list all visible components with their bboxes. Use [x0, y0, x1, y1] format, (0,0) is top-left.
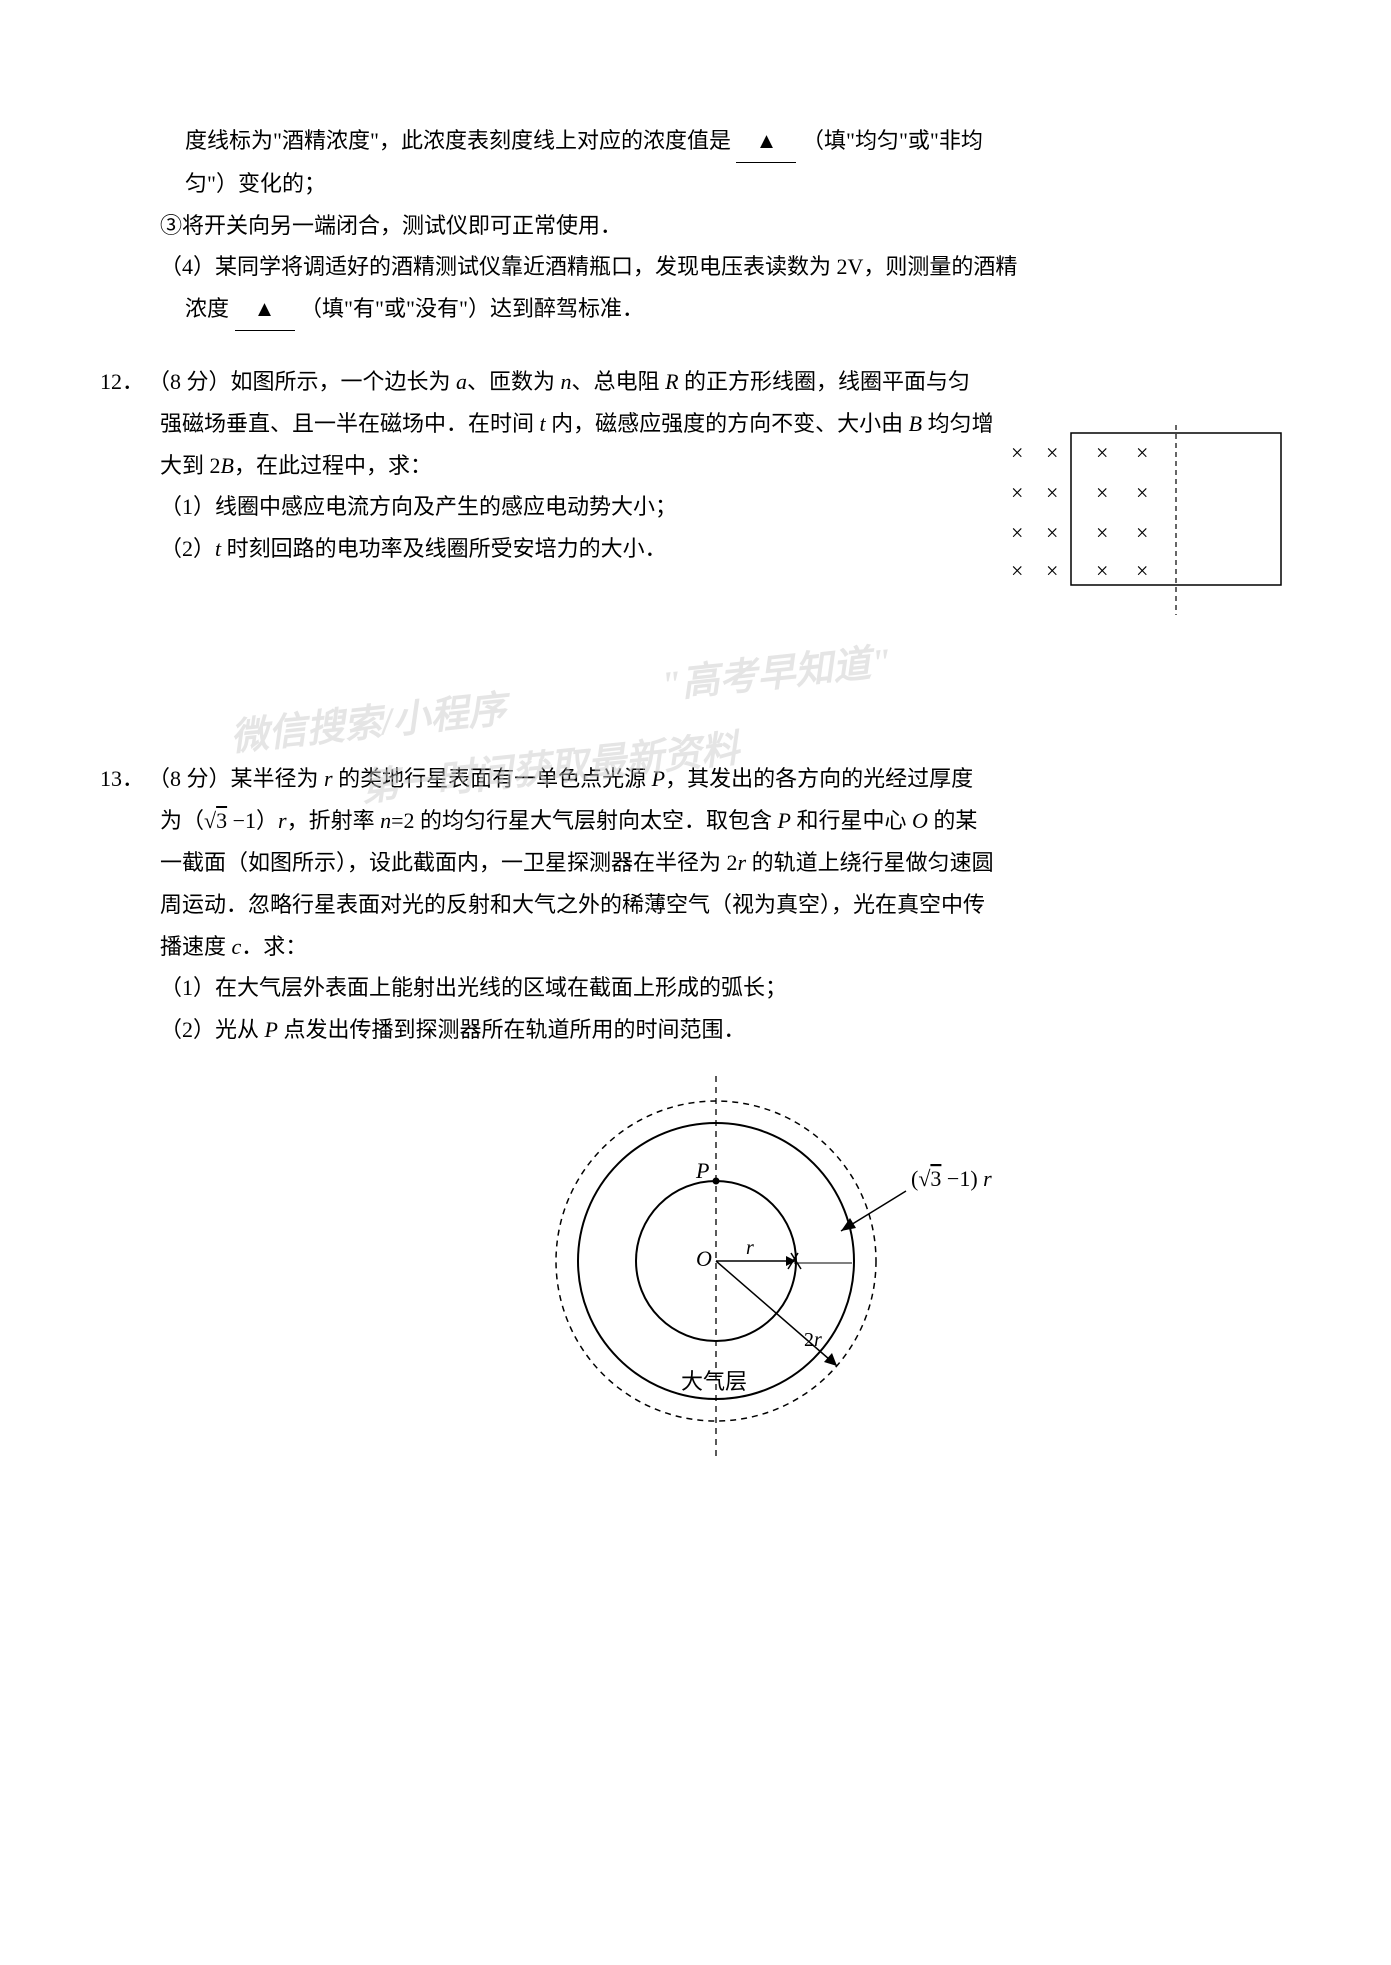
q11-line1: 度线标为"酒精浓度"，此浓度表刻度线上对应的浓度值是 ▲ （填"均匀"或"非均: [100, 120, 1291, 163]
q13-line2: 为（√3 −1）r，折射率 n=2 的均匀行星大气层射向太空．取包含 P 和行星…: [100, 800, 1291, 842]
q11-text-1: 度线标为"酒精浓度"，此浓度表刻度线上对应的浓度值是: [185, 128, 731, 153]
q11-part4-prefix: 浓度: [185, 296, 229, 321]
q13-line1: 13．（8 分）某半径为 r 的类地行星表面有一单色点光源 P，其发出的各方向的…: [100, 758, 1291, 800]
svg-text:×: ×: [1011, 440, 1023, 465]
question-12: 12．（8 分）如图所示，一个边长为 a、匝数为 n、总电阻 R 的正方形线圈，…: [100, 361, 1291, 638]
q12-intro-text-1: 如图所示，一个边长为 a、匝数为 n、总电阻 R 的正方形线圈，线圈平面与匀: [231, 369, 971, 394]
point-p-dot: [712, 1177, 719, 1184]
blank-fill: ▲: [736, 120, 796, 163]
q12-circuit-diagram: × × × × × × × × × × × × × × × ×: [951, 415, 1291, 639]
svg-text:×: ×: [1136, 440, 1148, 465]
svg-text:×: ×: [1011, 558, 1023, 583]
svg-text:×: ×: [1046, 520, 1058, 545]
svg-text:×: ×: [1136, 480, 1148, 505]
question-number: 12．: [100, 361, 148, 403]
svg-text:×: ×: [1046, 558, 1058, 583]
label-atmosphere: 大气层: [681, 1369, 747, 1394]
q11-text-2: （填"均匀"或"非均: [802, 128, 983, 153]
q12-sub2: （2）t 时刻回路的电功率及线圈所受安培力的大小．: [100, 528, 931, 570]
q12-intro-line3: 大到 2B，在此过程中，求：: [100, 445, 931, 487]
svg-text:×: ×: [1096, 440, 1108, 465]
q11-line2: 匀"）变化的；: [100, 163, 1291, 205]
blank-fill-2: ▲: [235, 288, 295, 331]
question-11-continuation: 度线标为"酒精浓度"，此浓度表刻度线上对应的浓度值是 ▲ （填"均匀"或"非均 …: [100, 120, 1291, 331]
question-number-13: 13．: [100, 758, 148, 800]
q12-sub1: （1）线圈中感应电流方向及产生的感应电动势大小；: [100, 486, 931, 528]
svg-text:×: ×: [1096, 480, 1108, 505]
q13-sub1: （1）在大气层外表面上能射出光线的区域在截面上形成的弧长；: [100, 967, 1291, 1009]
triangle-marker-2: ▲: [254, 296, 276, 321]
q11-circle3: ③将开关向另一端闭合，测试仪即可正常使用．: [100, 205, 1291, 247]
points-label: （8 分）: [148, 369, 231, 394]
svg-text:×: ×: [1046, 440, 1058, 465]
q11-part4-line1: （4）某同学将调适好的酒精测试仪靠近酒精瓶口，发现电压表读数为 2V，则测量的酒…: [100, 246, 1291, 288]
q12-intro: 12．（8 分）如图所示，一个边长为 a、匝数为 n、总电阻 R 的正方形线圈，…: [100, 361, 1291, 403]
svg-text:×: ×: [1136, 520, 1148, 545]
label-thickness: (√3 −1) r: [911, 1166, 992, 1191]
watermark-region: 微信搜索/小程序 "高考早知道" 第一时间获取最新资料: [100, 668, 1291, 758]
label-r: r: [746, 1237, 754, 1259]
q13-sub2: （2）光从 P 点发出传播到探测器所在轨道所用的时间范围．: [100, 1009, 1291, 1051]
points-label-13: （8 分）: [148, 766, 231, 791]
q13-line3: 一截面（如图所示），设此截面内，一卫星探测器在半径为 2r 的轨道上绕行星做匀速…: [100, 842, 1291, 884]
svg-text:×: ×: [1096, 558, 1108, 583]
q13-intro1: 某半径为 r 的类地行星表面有一单色点光源 P，其发出的各方向的光经过厚度: [231, 766, 974, 791]
q13-line4: 周运动．忽略行星表面对光的反射和大气之外的稀薄空气（视为真空），光在真空中传: [100, 884, 1291, 926]
triangle-marker: ▲: [756, 128, 778, 153]
q11-part4-line2: 浓度 ▲ （填"有"或"没有"）达到醉驾标准．: [100, 288, 1291, 331]
svg-text:×: ×: [1011, 520, 1023, 545]
planet-atmosphere-diagram: P O r 2r (√3 −1) r: [526, 1066, 1086, 1466]
svg-text:×: ×: [1011, 480, 1023, 505]
watermark-2: "高考早知道": [657, 626, 895, 722]
question-13: 13．（8 分）某半径为 r 的类地行星表面有一单色点光源 P，其发出的各方向的…: [100, 758, 1291, 1479]
label-2r: 2r: [804, 1329, 822, 1351]
arrow-2r: [824, 1353, 837, 1366]
magnetic-field-diagram: × × × × × × × × × × × × × × × ×: [951, 415, 1291, 625]
q13-diagram-container: P O r 2r (√3 −1) r: [100, 1066, 1291, 1480]
svg-text:×: ×: [1096, 520, 1108, 545]
q11-part4-suffix: （填"有"或"没有"）达到醉驾标准．: [300, 296, 644, 321]
cross-grid: × × × × × × × × × × × × × × × ×: [1011, 440, 1148, 583]
label-o: O: [696, 1246, 712, 1271]
svg-text:×: ×: [1136, 558, 1148, 583]
label-p: P: [695, 1158, 709, 1183]
q13-line5: 播速度 c．求：: [100, 926, 1291, 968]
svg-text:×: ×: [1046, 480, 1058, 505]
